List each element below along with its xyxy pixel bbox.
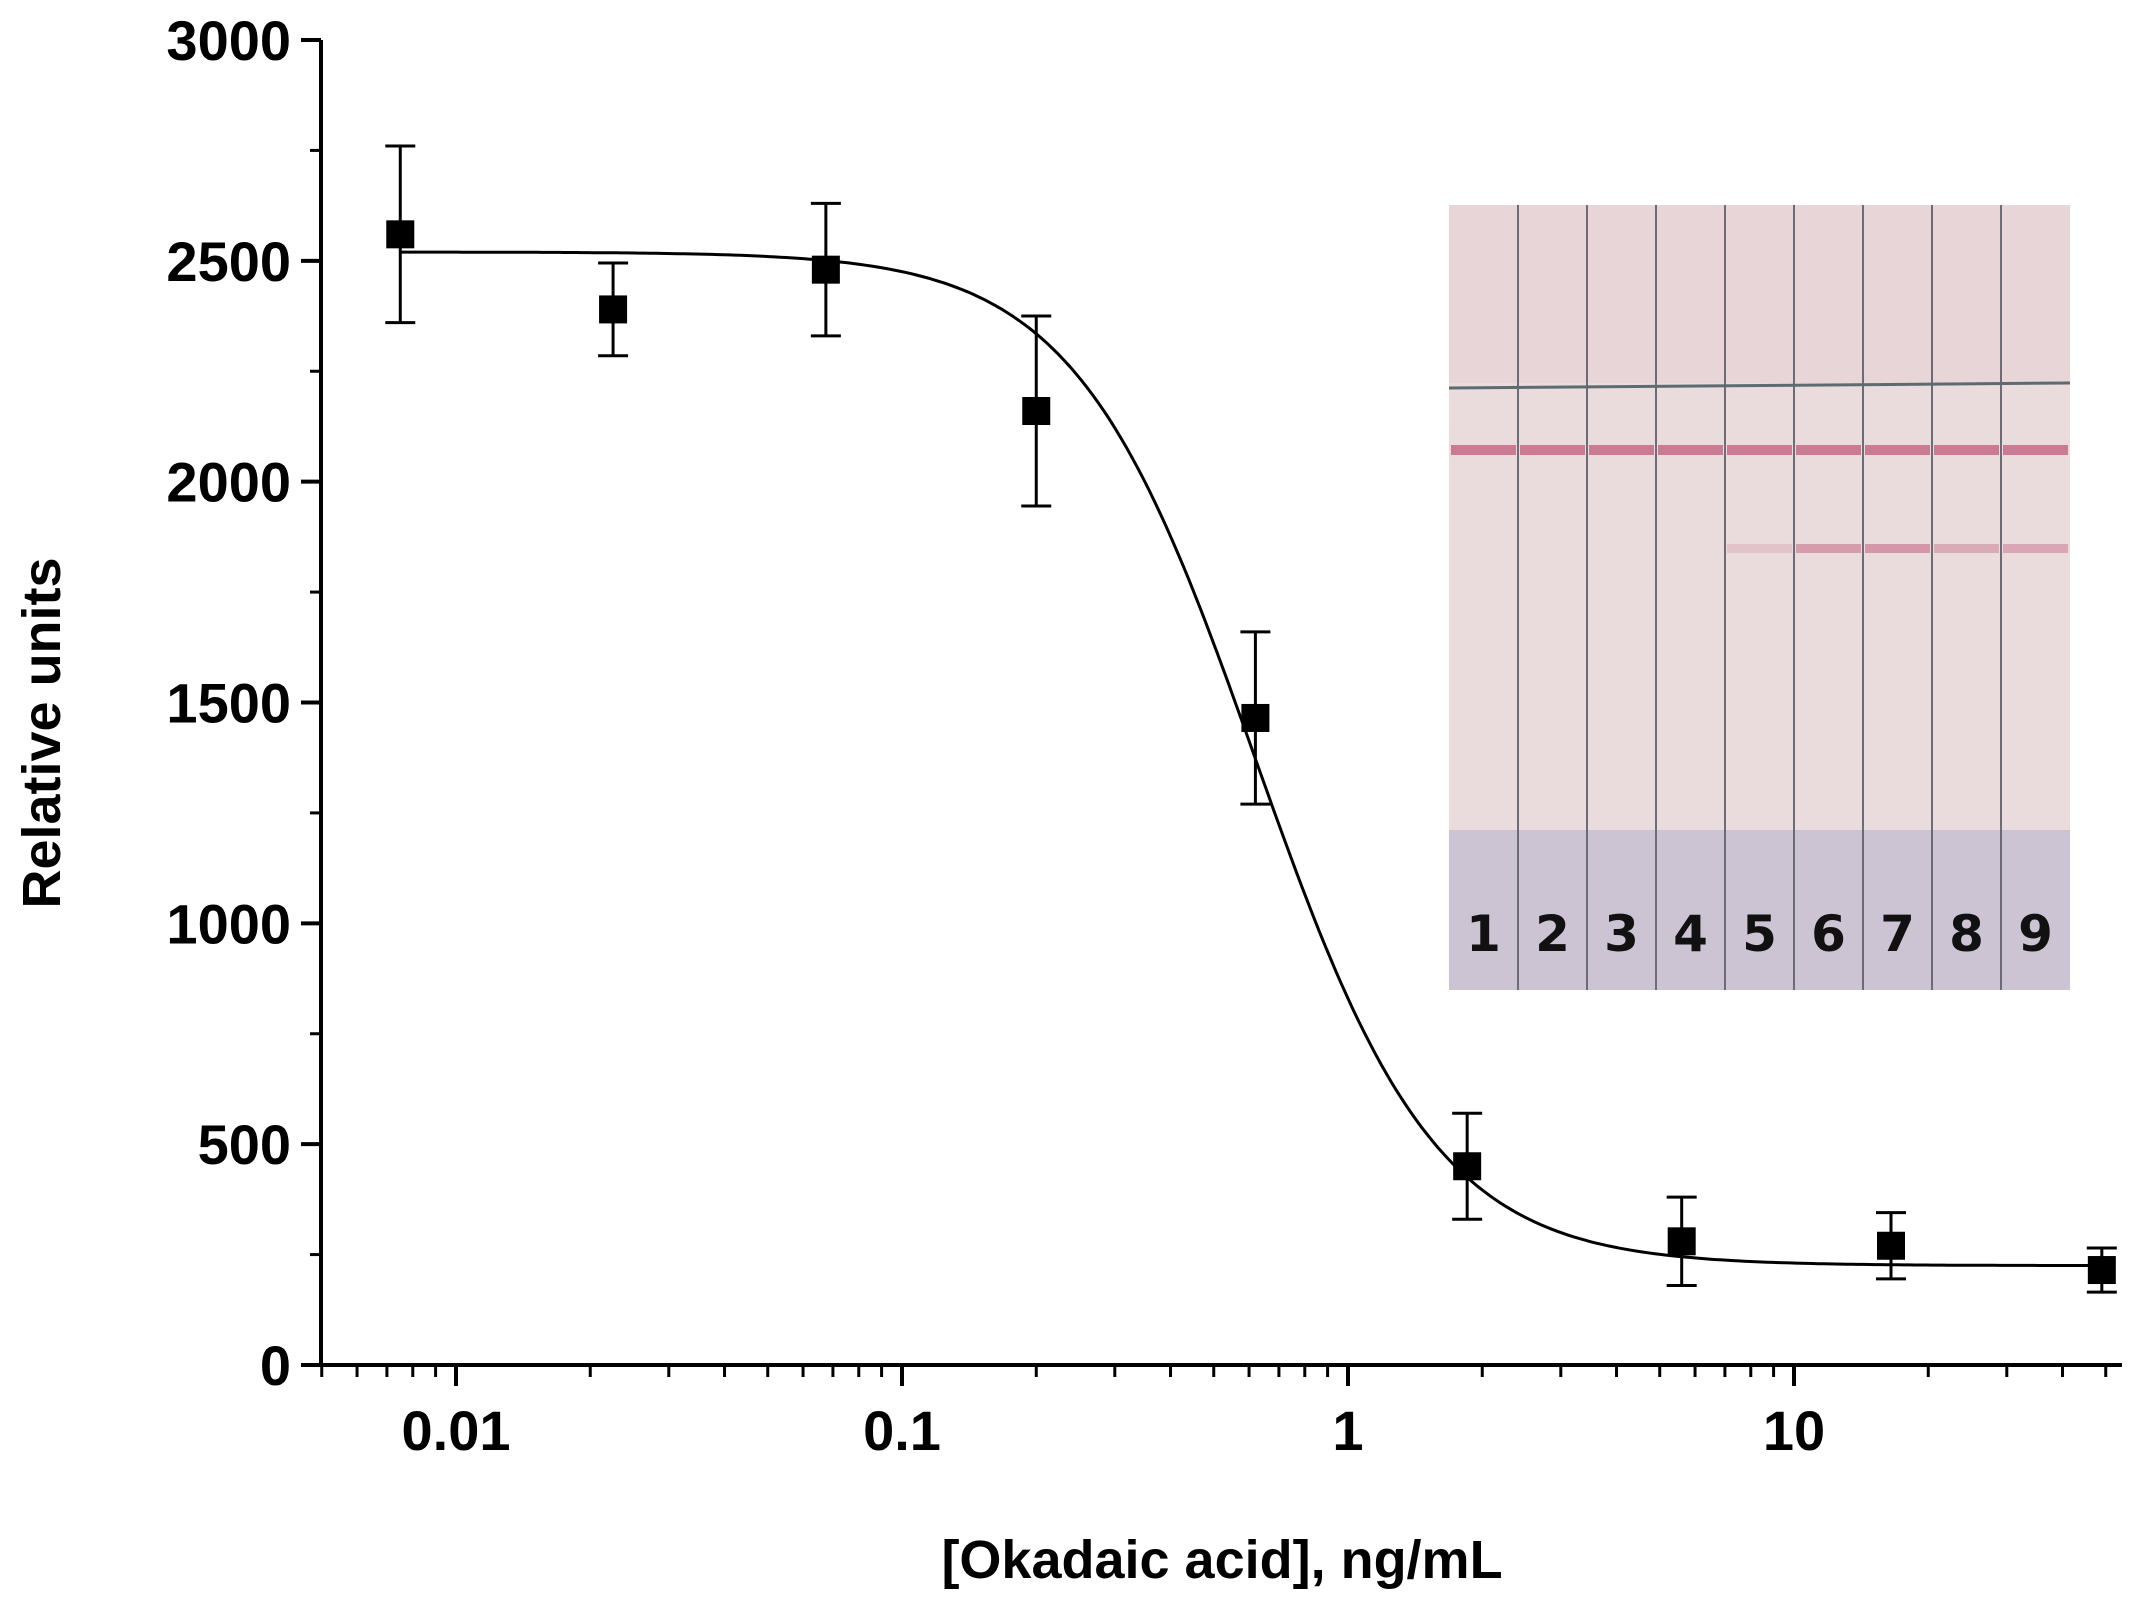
control-line [1520, 445, 1585, 455]
data-point [1875, 1211, 1906, 1281]
data-point [1240, 630, 1271, 806]
data-point [2086, 1246, 2117, 1294]
square-marker [1876, 1231, 1905, 1260]
lane-number-label: 4 [1673, 905, 1708, 963]
sample-pad-area [1449, 830, 2070, 990]
square-marker [1453, 1152, 1482, 1181]
control-line [1451, 445, 1516, 455]
x-tick-label: 0.1 [863, 1399, 941, 1462]
y-axis-title: Relative units [12, 557, 72, 908]
control-line [2003, 445, 2068, 455]
square-marker [2087, 1256, 2116, 1285]
control-line [1865, 445, 1930, 455]
lane-number-label: 2 [1535, 905, 1570, 963]
data-points [385, 144, 2117, 1294]
test-line [1865, 544, 1930, 553]
y-tick-label: 2500 [166, 230, 291, 293]
lane-number-label: 5 [1742, 905, 1777, 963]
lane-number-label: 3 [1604, 905, 1639, 963]
lane-number-label: 6 [1811, 905, 1846, 963]
data-point [1666, 1195, 1697, 1287]
square-marker [1241, 703, 1270, 732]
lane-number-label: 9 [2018, 905, 2053, 963]
y-tick-label: 2000 [166, 451, 291, 514]
x-axis-title: [Okadaic acid], ng/mL [941, 1530, 1502, 1590]
lane-number-label: 8 [1949, 905, 1984, 963]
y-tick-label: 0 [260, 1334, 291, 1397]
y-tick-label: 3000 [166, 9, 291, 72]
control-line [1727, 445, 1792, 455]
axes: 0 500 1000 1500 2000 2500 3000 0.01 0.1 1 10 [166, 9, 2122, 1462]
y-axis-ticks: 0 500 1000 1500 2000 2500 3000 [166, 9, 321, 1397]
x-tick-label: 0.01 [402, 1399, 511, 1462]
pad-boundary-line [1448, 381, 2071, 390]
test-line [1727, 544, 1792, 553]
square-marker [811, 255, 840, 284]
data-point [598, 261, 629, 358]
y-tick-label: 1000 [166, 892, 291, 955]
control-line [1589, 445, 1654, 455]
square-marker [1022, 397, 1051, 425]
x-axis-ticks: 0.01 0.1 1 10 [320, 1365, 2108, 1462]
data-point [385, 144, 416, 325]
lane-number-label: 7 [1880, 905, 1915, 963]
control-line [1658, 445, 1723, 455]
y-tick-label: 1500 [166, 672, 291, 735]
x-tick-label: 10 [1763, 1399, 1825, 1462]
test-line [2003, 544, 2068, 553]
fit-curve [400, 250, 2102, 1267]
square-marker [386, 220, 415, 249]
control-line [1934, 445, 1999, 455]
test-line [1796, 544, 1861, 553]
test-line [1934, 544, 1999, 553]
data-point [1021, 314, 1052, 508]
y-tick-label: 500 [198, 1113, 291, 1176]
absorbent-pad-area [1449, 205, 2070, 383]
data-point [1452, 1111, 1483, 1221]
control-line [1796, 445, 1861, 455]
square-marker [1667, 1227, 1696, 1256]
square-marker [599, 295, 628, 324]
lane-number-label: 1 [1466, 905, 1501, 963]
x-tick-label: 1 [1332, 1399, 1363, 1462]
data-point [810, 201, 841, 338]
